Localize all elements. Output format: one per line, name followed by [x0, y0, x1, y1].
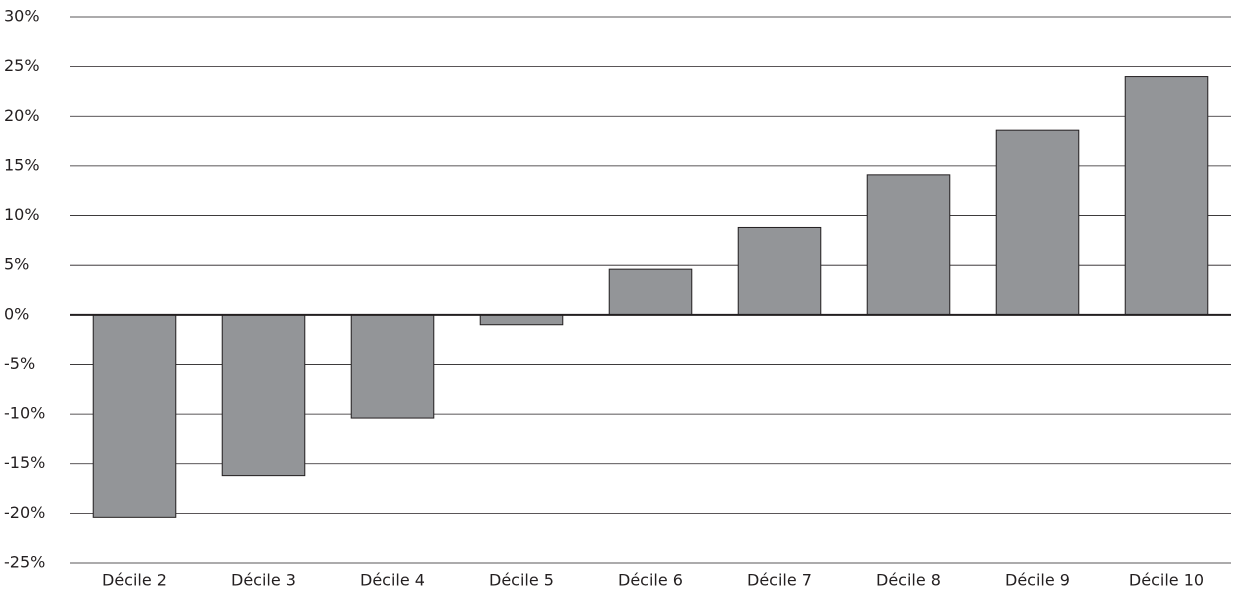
- y-tick-label: 25%: [4, 56, 40, 75]
- x-tick-label: Décile 6: [618, 571, 683, 590]
- x-tick-label: Décile 3: [231, 571, 296, 590]
- y-tick-label: 5%: [4, 255, 29, 274]
- bar: [350, 314, 435, 419]
- x-tick-label: Décile 4: [360, 571, 425, 590]
- y-tick-label: -25%: [4, 553, 45, 572]
- bar: [479, 314, 564, 326]
- bar: [866, 174, 951, 316]
- x-tick-label: Décile 9: [1005, 571, 1070, 590]
- bar: [92, 314, 177, 518]
- y-tick-label: -20%: [4, 503, 45, 522]
- y-tick-label: 20%: [4, 106, 40, 125]
- x-tick-label: Décile 5: [489, 571, 554, 590]
- x-tick-label: Décile 10: [1129, 571, 1204, 590]
- bar: [221, 314, 306, 477]
- y-tick-label: 0%: [4, 304, 29, 323]
- y-tick-label: 15%: [4, 155, 40, 174]
- bar: [995, 129, 1080, 316]
- x-tick-label: Décile 8: [876, 571, 941, 590]
- bar: [608, 268, 693, 316]
- bar: [737, 226, 822, 316]
- y-tick-label: 10%: [4, 205, 40, 224]
- x-tick-label: Décile 7: [747, 571, 812, 590]
- x-tick-label: Décile 2: [102, 571, 167, 590]
- y-tick-label: -10%: [4, 404, 45, 423]
- bar: [1124, 76, 1209, 316]
- y-tick-label: -5%: [4, 354, 35, 373]
- y-tick-label: 30%: [4, 7, 40, 26]
- y-tick-label: -15%: [4, 453, 45, 472]
